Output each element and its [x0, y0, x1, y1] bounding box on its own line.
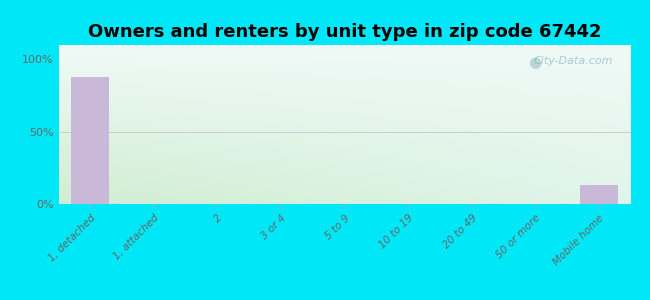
Text: ●: ●: [528, 55, 542, 70]
Title: Owners and renters by unit type in zip code 67442: Owners and renters by unit type in zip c…: [88, 23, 601, 41]
Text: City-Data.com: City-Data.com: [534, 56, 614, 66]
Bar: [580, 185, 617, 204]
Bar: [72, 77, 109, 204]
